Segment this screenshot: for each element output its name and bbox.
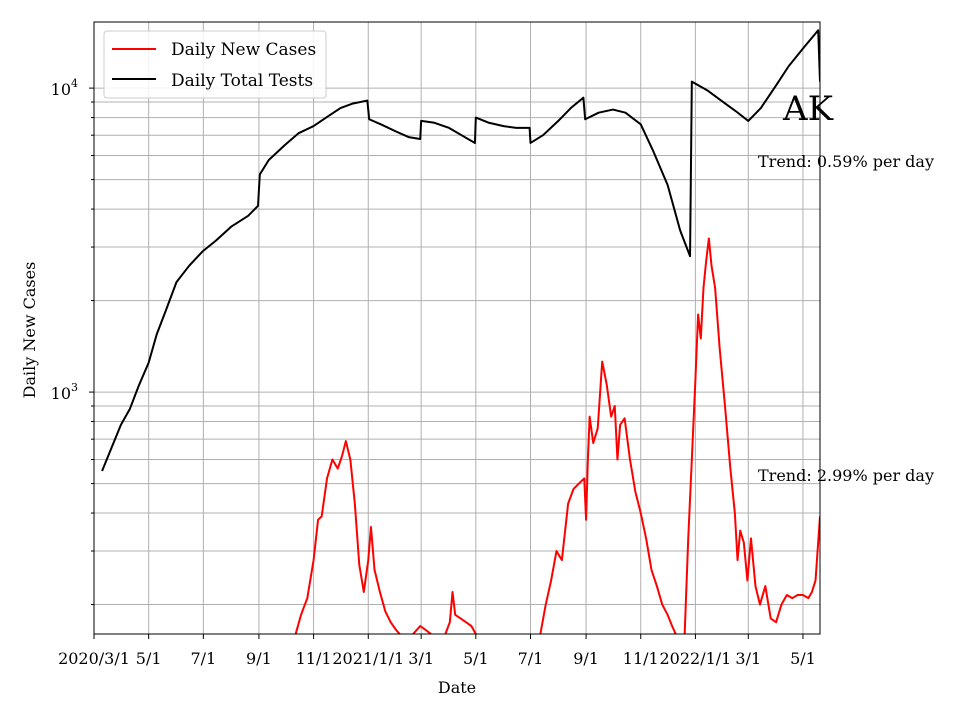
legend-box bbox=[103, 30, 327, 99]
series-line-daily-new-cases bbox=[539, 360, 677, 634]
y-tick-label: 103 bbox=[51, 381, 78, 403]
series-line-daily-new-cases bbox=[294, 440, 401, 634]
cases-trend-annotation: Trend: 2.99% per day bbox=[758, 466, 934, 485]
x-tick-label: 9/1 bbox=[246, 649, 272, 668]
x-tick-label: 2022/1/1 bbox=[659, 649, 731, 668]
tests-trend-annotation: Trend: 0.59% per day bbox=[758, 152, 934, 171]
x-tick-label: 5/1 bbox=[463, 649, 489, 668]
x-tick-label: 3/1 bbox=[408, 649, 434, 668]
grid-layer bbox=[93, 22, 820, 634]
series-layer bbox=[101, 29, 820, 634]
series-line-daily-new-cases bbox=[412, 625, 432, 634]
x-tick-label: 3/1 bbox=[735, 649, 761, 668]
x-tick-label: 11/1 bbox=[296, 649, 332, 668]
x-tick-label: 2020/3/1 bbox=[58, 649, 130, 668]
series-line-daily-total-tests bbox=[101, 29, 820, 472]
x-tick-label: 7/1 bbox=[190, 649, 216, 668]
series-line-daily-new-cases bbox=[444, 590, 477, 634]
y-tick-label: 104 bbox=[51, 77, 78, 99]
x-tick-label: 5/1 bbox=[136, 649, 162, 668]
x-tick-label: 7/1 bbox=[518, 649, 544, 668]
legend: Daily New Cases Daily Total Tests bbox=[103, 30, 327, 99]
y-axis-label: Daily New Cases bbox=[20, 262, 39, 399]
series-line-daily-new-cases bbox=[683, 237, 820, 634]
legend-label-daily-new-cases: Daily New Cases bbox=[171, 40, 316, 60]
x-tick-label: 11/1 bbox=[623, 649, 659, 668]
x-tick-label: 9/1 bbox=[573, 649, 599, 668]
x-axis-label: Date bbox=[438, 678, 476, 697]
x-tick-label: 5/1 bbox=[790, 649, 816, 668]
plot-frame bbox=[93, 21, 821, 635]
state-label: AK bbox=[782, 89, 834, 129]
legend-label-daily-total-tests: Daily Total Tests bbox=[171, 71, 313, 91]
x-tick-label: 2021/1/1 bbox=[332, 649, 404, 668]
